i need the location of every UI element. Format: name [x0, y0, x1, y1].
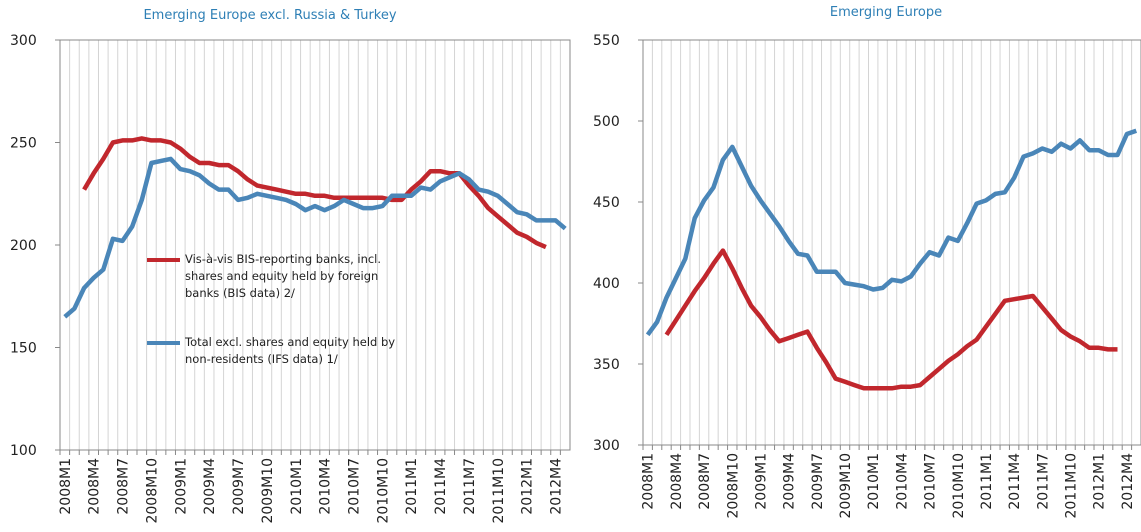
x-tick-label: 2008M4	[669, 453, 685, 510]
x-tick-label: 2012M4	[1120, 453, 1136, 510]
x-tick-label: 2012M1	[1092, 453, 1108, 510]
x-tick-label: 2010M10	[951, 453, 967, 519]
x-tick-label: 2011M10	[1064, 453, 1080, 519]
x-tick-label: 2008M10	[144, 458, 160, 524]
data-line	[645, 128, 1138, 337]
data-line	[82, 136, 547, 250]
x-tick-label: 2008M1	[641, 453, 657, 510]
x-tick-label: 2010M7	[346, 458, 362, 515]
y-tick-label: 300	[593, 438, 620, 454]
x-tick-label: 2009M7	[810, 453, 826, 510]
legend-label: Total excl. shares and equity held by no…	[185, 335, 396, 366]
x-tick-label: 2008M10	[725, 453, 741, 519]
x-tick-label: 2011M7	[462, 458, 478, 515]
chart-title: Emerging Europe	[830, 5, 942, 20]
x-tick-label: 2008M7	[697, 453, 713, 510]
x-tick-label: 2010M4	[318, 458, 334, 515]
x-tick-label: 2008M1	[58, 458, 74, 515]
x-tick-label: 2011M7	[1035, 453, 1051, 510]
x-tick-label: 2010M4	[894, 453, 910, 510]
legend-item: Total excl. shares and equity held by no…	[185, 335, 396, 366]
x-tick-label: 2008M4	[87, 458, 103, 515]
x-tick-label: 2010M10	[375, 458, 391, 524]
y-tick-label: 350	[593, 357, 620, 373]
y-tick-label: 450	[593, 195, 620, 211]
plot-frame	[642, 39, 1141, 446]
data-line	[664, 248, 1118, 391]
chart-title: Emerging Europe excl. Russia & Turkey	[143, 8, 396, 23]
data-line	[63, 156, 567, 319]
x-tick-label: 2009M10	[838, 453, 854, 519]
y-tick-label: 100	[10, 443, 37, 459]
x-tick-label: 2010M1	[866, 453, 882, 510]
x-tick-label: 2009M4	[782, 453, 798, 510]
x-tick-label: 2011M4	[433, 458, 449, 515]
x-tick-label: 2012M1	[520, 458, 536, 515]
y-tick-label: 250	[10, 136, 37, 152]
x-tick-label: 2009M1	[753, 453, 769, 510]
y-tick-label: 400	[593, 276, 620, 292]
x-tick-label: 2011M1	[979, 453, 995, 510]
x-tick-label: 2009M1	[173, 458, 189, 515]
legend-label: Vis-à-vis BIS-reporting banks, incl. sha…	[185, 252, 382, 300]
x-tick-label: 2012M4	[549, 458, 565, 515]
x-tick-label: 2010M1	[289, 458, 305, 515]
legend-item: Vis-à-vis BIS-reporting banks, incl. sha…	[185, 252, 382, 300]
x-tick-label: 2009M10	[260, 458, 276, 524]
x-tick-label: 2011M4	[1007, 453, 1023, 510]
y-tick-label: 550	[593, 33, 620, 49]
y-tick-label: 150	[10, 341, 37, 357]
y-tick-label: 500	[593, 114, 620, 130]
y-tick-label: 200	[10, 238, 37, 254]
x-tick-label: 2008M7	[116, 458, 132, 515]
x-tick-label: 2009M7	[231, 458, 247, 515]
x-tick-label: 2011M10	[491, 458, 507, 524]
x-tick-label: 2009M4	[202, 458, 218, 515]
x-tick-label: 2011M1	[404, 458, 420, 515]
y-tick-label: 300	[10, 33, 37, 49]
x-tick-label: 2010M7	[923, 453, 939, 510]
